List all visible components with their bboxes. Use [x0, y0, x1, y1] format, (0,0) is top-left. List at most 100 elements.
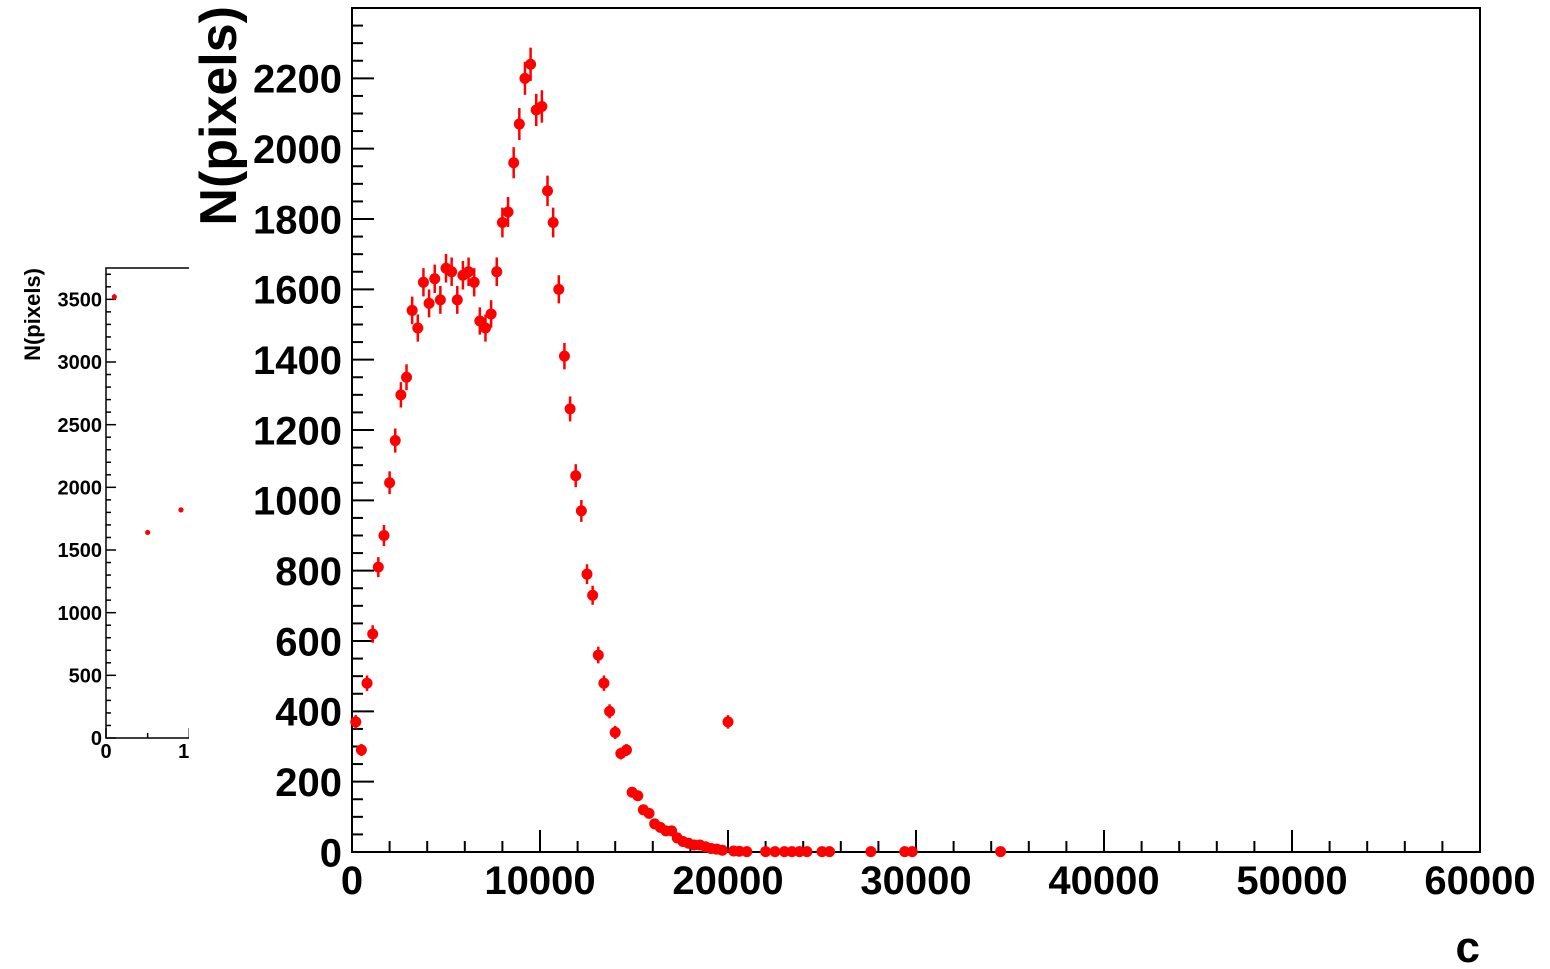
y-tick-label: 3000: [58, 352, 103, 374]
data-point: [558, 342, 570, 370]
data-point: [278, 537, 283, 542]
data-point: [401, 364, 413, 391]
main-y-axis-title: N(pixels): [190, 6, 248, 226]
main-data-series: [350, 47, 1007, 858]
inset-chart: 0 500 1000 1500 2000 2500 3000 3500 0 10 N(pixel…: [20, 267, 850, 763]
data-point: [845, 494, 850, 499]
data-point: [824, 846, 836, 858]
y-tick-label: 2500: [58, 415, 103, 437]
y-tick-label: 800: [275, 550, 342, 594]
data-point: [212, 515, 217, 520]
data-point: [745, 562, 750, 567]
data-point: [378, 524, 390, 547]
data-point: [906, 846, 918, 858]
data-point: [778, 547, 783, 552]
data-point: [542, 175, 554, 207]
y-tick-label: 2000: [58, 478, 103, 500]
data-point: [811, 520, 816, 525]
data-point: [429, 264, 441, 293]
data-point: [350, 715, 362, 729]
data-point: [816, 846, 828, 858]
data-point: [760, 846, 772, 858]
data-point: [496, 207, 508, 238]
inset-plot-frame: [105, 267, 189, 739]
data-point: [801, 846, 813, 858]
y-tick-label: 0: [91, 728, 102, 750]
data-point: [345, 552, 350, 557]
data-point: [512, 575, 517, 580]
data-point: [406, 296, 418, 325]
data-point: [620, 744, 632, 757]
y-tick-label: 1600: [253, 269, 342, 313]
y-tick-label: 1400: [253, 339, 342, 383]
data-point: [645, 593, 650, 598]
data-point: [769, 846, 781, 858]
data-point: [604, 704, 616, 719]
x-tick-label: 0: [100, 741, 111, 763]
y-tick-label: 1200: [253, 409, 342, 453]
data-point: [417, 268, 429, 297]
main-chart: 0 200 400 600 800 1000 1200 1400 1600 1800 2000 220…: [190, 6, 1536, 969]
data-point: [445, 567, 450, 572]
data-point: [553, 275, 565, 304]
data-point: [592, 646, 604, 664]
main-y-axis: 0 200 400 600 800 1000 1200 1400 1600 1800 2000 220…: [253, 7, 374, 875]
y-tick-label: 500: [69, 666, 102, 688]
x-tick-label: 60000: [1424, 859, 1535, 903]
data-point: [423, 289, 435, 318]
data-point: [372, 557, 384, 578]
x-tick-label: 20000: [672, 859, 783, 903]
inset-x-axis: 0 10: [100, 728, 200, 763]
y-tick-label: 400: [275, 691, 342, 735]
x-tick-label: 40000: [1048, 859, 1159, 903]
data-point: [513, 108, 525, 141]
data-point: [722, 715, 734, 729]
data-point: [609, 725, 621, 739]
data-point: [587, 585, 599, 605]
x-tick-label: 10000: [484, 859, 595, 903]
main-x-axis-title: c: [1456, 923, 1480, 969]
y-tick-label: 1000: [253, 480, 342, 524]
data-point: [598, 675, 610, 691]
data-point: [570, 464, 582, 488]
y-tick-label: 0: [320, 831, 342, 875]
main-plot-frame: [351, 7, 1481, 853]
data-point: [716, 844, 728, 856]
data-point: [519, 61, 531, 95]
data-point: [479, 314, 491, 342]
data-point: [536, 90, 548, 123]
inset-y-axis: 0 500 1000 1500 2000 2500 3000 3500: [58, 273, 116, 750]
data-point: [485, 300, 497, 328]
y-tick-label: 200: [275, 761, 342, 805]
data-point: [786, 846, 798, 858]
x-tick-label: 30000: [860, 859, 971, 903]
data-point: [643, 807, 655, 819]
data-point: [468, 268, 480, 297]
data-point: [384, 471, 396, 495]
data-point: [367, 625, 379, 643]
data-point: [575, 499, 587, 522]
data-point: [508, 147, 520, 179]
data-point: [632, 790, 644, 802]
main-x-axis: 0 10000 20000 30000 40000 50000 60000: [341, 830, 1536, 903]
y-tick-label: 1800: [253, 198, 342, 242]
data-point: [547, 207, 559, 238]
data-point: [525, 47, 537, 81]
data-point: [793, 846, 805, 858]
data-point: [995, 846, 1007, 858]
y-tick-label: 1500: [58, 540, 103, 562]
data-point: [111, 293, 117, 300]
data-point: [412, 559, 417, 564]
data-point: [178, 507, 184, 513]
data-point: [446, 257, 458, 287]
y-tick-label: 600: [275, 620, 342, 664]
x-tick-label: 10: [178, 741, 200, 763]
data-point: [491, 257, 503, 287]
data-point: [478, 571, 483, 576]
data-point: [463, 257, 475, 287]
x-tick-label: 50000: [1236, 859, 1347, 903]
data-point: [612, 590, 617, 595]
data-point: [502, 196, 514, 227]
y-tick-label: 2200: [253, 58, 342, 102]
